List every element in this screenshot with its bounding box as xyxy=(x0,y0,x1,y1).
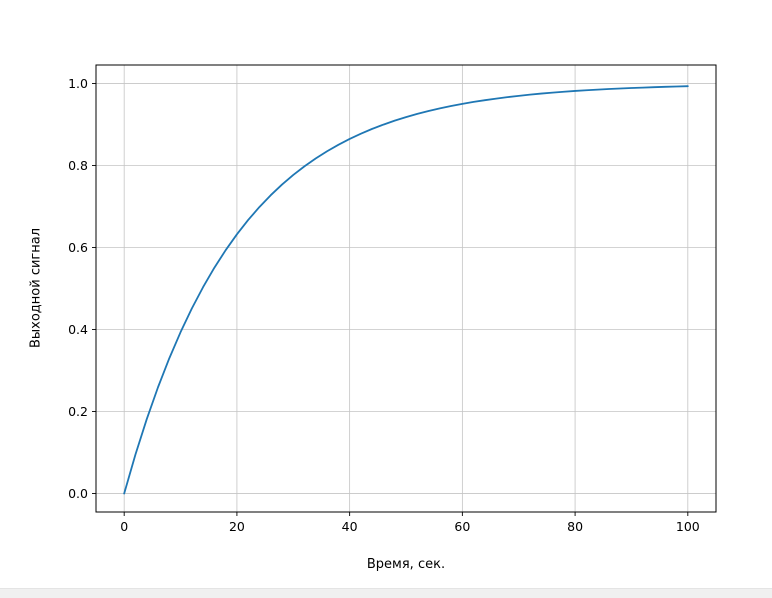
plot-background xyxy=(96,65,716,512)
y-tick-label: 0.6 xyxy=(68,240,88,255)
y-tick-label: 0.2 xyxy=(68,404,88,419)
series-line xyxy=(123,85,689,495)
x-tick-label: 80 xyxy=(567,519,583,534)
x-tick-label: 60 xyxy=(454,519,470,534)
x-tick-label: 20 xyxy=(229,519,245,534)
x-tick-label: 0 xyxy=(120,519,128,534)
x-tick-label: 100 xyxy=(676,519,700,534)
y-tick-label: 0.0 xyxy=(68,486,88,501)
x-tick-label: 40 xyxy=(342,519,358,534)
x-axis-label: Время, сек. xyxy=(366,557,446,572)
y-tick-label: 0.8 xyxy=(68,158,88,173)
axes-spines xyxy=(95,64,717,513)
y-axis-label: Выходной сигнал xyxy=(28,227,44,349)
window-bottom-edge xyxy=(0,588,772,598)
y-tick-label: 0.4 xyxy=(68,322,88,337)
y-tick-label: 1.0 xyxy=(68,76,88,91)
